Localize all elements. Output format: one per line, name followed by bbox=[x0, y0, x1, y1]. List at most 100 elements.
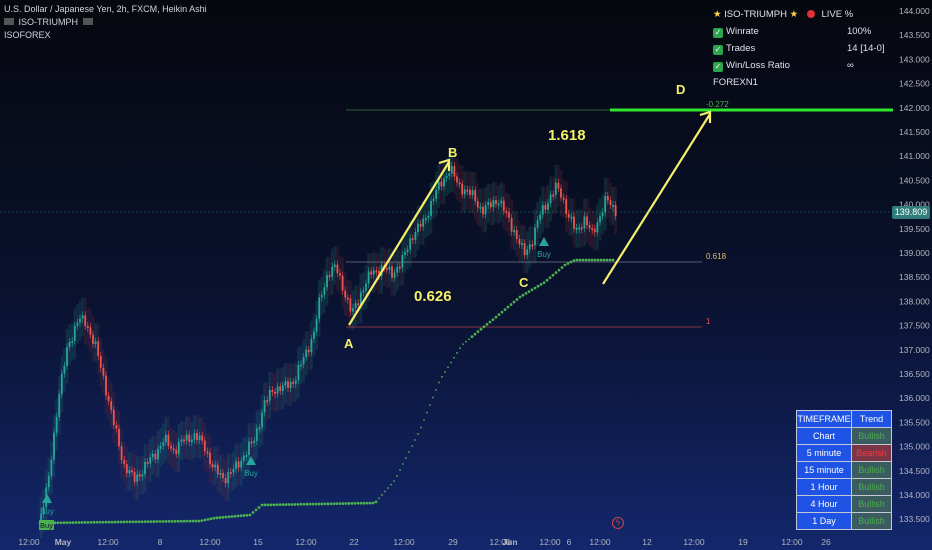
candle bbox=[188, 434, 191, 443]
buy-signal-label: Buy bbox=[537, 250, 551, 259]
trail-dot bbox=[587, 258, 591, 262]
candle bbox=[448, 173, 451, 176]
trail-dot bbox=[488, 320, 492, 324]
fib-label-0618: 0.618 bbox=[706, 252, 727, 261]
trail-dot bbox=[426, 411, 428, 414]
trail-dot bbox=[77, 521, 81, 524]
trail-dot bbox=[98, 520, 102, 524]
arrow-head-b-icon bbox=[438, 158, 451, 171]
candle bbox=[346, 297, 349, 300]
trail-dot bbox=[131, 520, 135, 524]
trail-dot bbox=[299, 502, 303, 506]
candle bbox=[521, 243, 523, 246]
table-row: 1 Day Bullish bbox=[796, 512, 892, 530]
candle bbox=[203, 440, 206, 452]
trail-dot bbox=[557, 268, 561, 272]
trail-dot bbox=[245, 513, 249, 517]
candle bbox=[211, 464, 214, 468]
trail-dot bbox=[491, 318, 495, 321]
candle bbox=[424, 218, 427, 221]
buy-tag-label: Buy bbox=[40, 521, 53, 530]
trail-dot bbox=[387, 487, 389, 489]
timeframe-cell: 5 minute bbox=[796, 444, 852, 462]
trail-dot bbox=[393, 480, 395, 483]
candle bbox=[281, 385, 284, 392]
trail-dot bbox=[65, 521, 69, 525]
trail-dot bbox=[281, 503, 285, 507]
trail-dot bbox=[462, 343, 464, 346]
trail-dot bbox=[459, 347, 461, 350]
candle bbox=[159, 446, 162, 449]
trail-dot bbox=[344, 502, 348, 505]
trail-dot bbox=[371, 501, 375, 505]
trail-dot bbox=[197, 519, 201, 523]
time-tick-label: 19 bbox=[738, 537, 748, 547]
candle bbox=[40, 514, 42, 520]
lightning-icon[interactable]: ϟ bbox=[612, 517, 624, 529]
trail-dot bbox=[581, 258, 585, 262]
star-icon: ★ bbox=[789, 9, 799, 20]
trail-dot bbox=[332, 502, 336, 506]
buy-signals: Buy Buy Buy Buy bbox=[39, 237, 551, 530]
candle bbox=[294, 380, 297, 384]
candle bbox=[430, 200, 432, 216]
trail-dot bbox=[128, 520, 132, 524]
stat-row-trades: ✓ Trades 14 [14-0] bbox=[713, 42, 885, 59]
candle bbox=[341, 275, 344, 291]
candle bbox=[513, 230, 516, 233]
trail-dot bbox=[89, 520, 93, 524]
trail-dot bbox=[251, 511, 255, 514]
trail-dot bbox=[224, 515, 228, 519]
candle bbox=[229, 472, 232, 475]
trail-dot bbox=[548, 276, 552, 280]
candle bbox=[50, 459, 53, 476]
trail-dot bbox=[338, 502, 342, 506]
candle bbox=[534, 227, 536, 246]
candle bbox=[63, 365, 66, 374]
candle bbox=[450, 166, 453, 174]
candle bbox=[523, 243, 526, 256]
projection-arrow-cd bbox=[602, 113, 711, 285]
candle bbox=[526, 249, 529, 256]
candle bbox=[502, 200, 505, 212]
candle bbox=[359, 292, 362, 305]
candle bbox=[370, 271, 373, 275]
candle bbox=[580, 227, 583, 230]
price-tick-label: 139.500 bbox=[899, 224, 930, 234]
table-header-trend: Trend bbox=[851, 410, 892, 428]
time-tick-label: 12:00 bbox=[199, 537, 221, 547]
candle bbox=[141, 474, 144, 477]
price-tick-label: 135.000 bbox=[899, 442, 930, 452]
trail-dot bbox=[179, 519, 183, 523]
candle bbox=[164, 434, 167, 443]
point-b-label: B bbox=[448, 145, 457, 160]
price-tick-label: 134.500 bbox=[899, 466, 930, 476]
candle bbox=[307, 349, 310, 353]
candle bbox=[458, 182, 461, 185]
trail-dot bbox=[509, 303, 513, 306]
trail-dot bbox=[266, 503, 270, 507]
candle bbox=[224, 477, 227, 484]
table-row: 15 minute Bullish bbox=[796, 461, 892, 479]
trail-dot bbox=[384, 490, 386, 493]
candle bbox=[263, 400, 266, 413]
candle bbox=[552, 194, 555, 197]
time-tick-label: 8 bbox=[158, 537, 163, 547]
candle bbox=[544, 205, 547, 210]
trail-dot bbox=[152, 520, 156, 523]
candle bbox=[339, 273, 341, 276]
candle bbox=[391, 266, 393, 278]
candle bbox=[601, 212, 604, 217]
stat-row-winrate: ✓ Winrate 100% bbox=[713, 25, 883, 42]
candle bbox=[115, 425, 118, 429]
table-header-row: TIMEFRAME Trend bbox=[796, 410, 892, 428]
time-tick-label: 12:00 bbox=[97, 537, 119, 547]
trail-dot bbox=[293, 503, 297, 506]
candle bbox=[599, 216, 601, 223]
candle bbox=[146, 462, 149, 465]
candle bbox=[471, 190, 474, 195]
trail-dot bbox=[191, 519, 195, 523]
trail-dot bbox=[119, 520, 123, 524]
candle bbox=[536, 220, 539, 228]
